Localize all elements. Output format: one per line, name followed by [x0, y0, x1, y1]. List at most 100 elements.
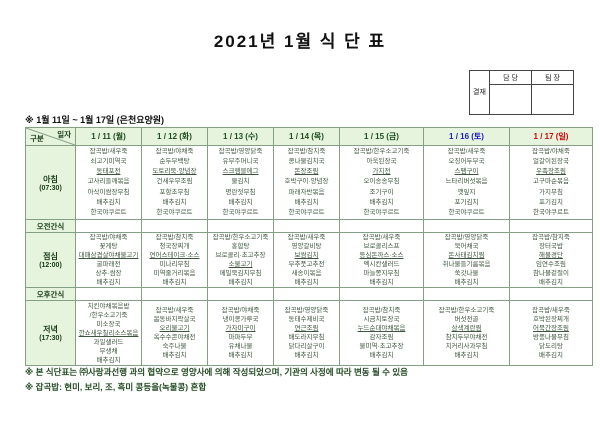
- menu-item: 배추김치: [294, 198, 319, 206]
- menu-item: 청국장찌개: [159, 243, 190, 250]
- menu-cell: [75, 219, 142, 233]
- menu-item: 파래자반볶음: [288, 188, 325, 196]
- menu-item: 잡곡밥/야채죽: [155, 147, 194, 155]
- menu-item: 미나리무침: [159, 261, 190, 268]
- menu-item: 잡곡밥/새우죽: [362, 234, 401, 241]
- menu-cell: 치킨야채볶음밥/한우소고기죽 미소장국 깐쇼새우칠리소스볶음 과일샐러드 무생채 배추김치: [75, 300, 142, 366]
- menu-item: 건새우무조림: [156, 178, 193, 186]
- menu-item: 배추김치: [369, 279, 394, 286]
- approval-stamp-label: 결재: [469, 70, 490, 115]
- row-label-dinner: 저녁 (17:30): [25, 300, 76, 366]
- menu-item: 우족장조림: [536, 168, 566, 176]
- menu-item: 배추김치: [162, 198, 187, 206]
- menu-cell: 잡곡밥/한우소고기죽 아욱된장국 가지전 오이송송무침 조기구이 배추김치 한국야쿠르트: [339, 145, 424, 220]
- menu-item: 물김치: [231, 178, 250, 186]
- menu-item: 미소장국: [96, 320, 121, 328]
- menu-item: 참치두부야채전: [445, 334, 488, 341]
- row-dinner: 저녁 (17:30) 치킨야채볶음밥/한우소고기죽 미소장국 깐쇼새우칠리소스볶음 과일샐…: [25, 300, 593, 366]
- menu-table-body: 아침 (07:30) 잡곡밥/새우죽 쇠고기미역국 동태포전 고사리들깨볶음 아삭이쌈장무침…: [25, 145, 593, 366]
- menu-item: 오징어두부국: [448, 157, 485, 165]
- menu-item: 상추·쌈장: [95, 270, 122, 277]
- menu-item: 호박구이·양념장: [284, 178, 329, 186]
- menu-item: 가지무침: [539, 188, 563, 196]
- menu-cell: 잡곡밥/영양닭죽 유부주머니국 스크램블에그 물김치 명란젓무침 배추김치 한국야쿠르트: [207, 145, 274, 220]
- menu-item: 잡곡밥/참치죽: [362, 307, 401, 314]
- menu-item: 숙주나물: [162, 343, 187, 350]
- row-lunch: 점심 (12:00) 잡곡밥/야채죽 꽃게탕 대패삼겹살야채불고기 굴파래전 상추·쌈장 배추…: [25, 232, 593, 288]
- menu-item: 배추김치: [162, 279, 187, 286]
- approval-sign-cell: [531, 84, 574, 115]
- menu-item: 배추김치: [294, 352, 319, 359]
- menu-item: 북어채국: [454, 243, 479, 250]
- menu-item: 배추김치: [228, 279, 253, 286]
- corner-label-date: 일자: [57, 130, 71, 139]
- footnote-1: ※ 본 식단표는 ㈜사랑과선행 과의 협약으로 영양사에 의해 작성되었으며, …: [25, 367, 408, 377]
- menu-item: 치커리사과무침: [445, 343, 488, 350]
- menu-item: 배추김치: [294, 279, 319, 286]
- menu-item: 임연수조림: [536, 261, 566, 268]
- approval-col-timjang: 팀 장: [531, 70, 574, 85]
- menu-item: 가지전: [372, 168, 391, 176]
- menu-item: 돈사태김치찜: [448, 252, 485, 259]
- diagonal-divider: [26, 128, 75, 145]
- menu-item: 버섯전골: [454, 316, 479, 323]
- row-label-afternoon-snack: 오후간식: [25, 287, 76, 301]
- period-note: ※ 1월 11일 ~ 1월 17일 (은천요양원): [25, 115, 165, 125]
- menu-item: 잡곡밥/새우죽: [89, 147, 128, 155]
- page-title: 2021년 1월 식 단 표: [213, 32, 387, 51]
- menu-item: 배추김치: [162, 352, 187, 359]
- menu-cell: 잡곡밥/새우죽 영양갈비탕 보쌈김치 부추풋고추전 새송이볶음 배추김치: [273, 232, 340, 288]
- menu-item: 깻잎지: [457, 188, 476, 196]
- menu-cell: [207, 219, 274, 233]
- menu-item: 옥수수콘야채전: [153, 334, 196, 341]
- menu-cell: [339, 287, 424, 301]
- row-label-lunch: 점심 (12:00): [25, 232, 76, 288]
- menu-item: 유채나물: [228, 343, 253, 350]
- menu-cell: 잡곡밥/참치죽 시금치토장국 누드순대야채볶음 감자조림 물미역·초고추장 배추김치: [339, 300, 424, 366]
- menu-item: 잡곡밥/영양닭죽: [444, 234, 489, 241]
- row-afternoon-snack: 오후간식: [25, 287, 593, 301]
- menu-item: 오리불고기: [159, 325, 190, 332]
- menu-item: 냉이콩가루국: [222, 316, 259, 323]
- menu-cell: 잡곡밥/참치죽 콩나물김치국 돈장조림 호박구이·양념장 파래자반볶음 배추김치 한국야쿠르…: [273, 145, 340, 220]
- menu-cell: 잡곡밥/영양닭죽 동태수제비국 연근조림 배도라지무침 닭다리살구이 배추김치: [273, 300, 340, 366]
- menu-cell: 잡곡밥/새우죽 봄동바지락살국 오리불고기 옥수수콘야채전 숙주나물 배추김치: [141, 300, 208, 366]
- menu-item: 잡곡밥/영양닭죽: [218, 147, 263, 155]
- menu-item: 포기김치: [454, 198, 479, 206]
- menu-item: 배추김치: [539, 279, 563, 286]
- menu-item: 장터국밥: [539, 243, 563, 250]
- menu-item: 배추김치: [369, 352, 394, 359]
- menu-item: 미역줄거리볶음: [153, 270, 196, 277]
- menu-item: 누드순대야채볶음: [357, 325, 406, 332]
- menu-item: 배추김치: [228, 352, 253, 359]
- menu-cell: [423, 219, 510, 233]
- menu-cell: 잡곡밥/야채죽 냉이콩가루국 가자미구이 마파두부 유채나물 배추김치: [207, 300, 274, 366]
- menu-item: 배추김치: [96, 198, 121, 206]
- menu-item: 잡곡밥/야채죽: [221, 307, 260, 314]
- menu-item: 잡곡밥/새우죽: [532, 307, 570, 314]
- date-header-7: 1 / 17 (일): [509, 127, 593, 146]
- menu-table: 일자 구분 1 / 11 (월) 1 / 12 (화) 1 / 13 (수) 1 / …: [25, 127, 593, 366]
- menu-item: 부추풋고추전: [288, 261, 325, 268]
- menu-item: /한우소고기죽: [89, 311, 128, 319]
- date-header-3: 1 / 13 (수): [207, 127, 274, 146]
- date-header-1: 1 / 11 (월): [75, 127, 142, 146]
- menu-cell: 잡곡밥/새우죽 쇠고기미역국 동태포전 고사리들깨볶음 아삭이쌈장무침 배추김치 한국야쿠르…: [75, 145, 142, 220]
- menu-item: 잡곡밥/새우죽: [155, 307, 194, 314]
- menu-item: 마늘쫑지무침: [363, 270, 400, 277]
- menu-item: 굴파래전: [96, 261, 121, 268]
- menu-item: 대패삼겹살야채불고기: [78, 252, 139, 259]
- menu-cell: [207, 287, 274, 301]
- menu-item: 영양갈비탕: [291, 243, 322, 250]
- menu-item: 쇠고기미역국: [90, 157, 127, 165]
- menu-item: 느타리버섯볶음: [445, 178, 488, 186]
- menu-item: 멕시칸샐러드: [363, 261, 400, 268]
- menu-item: 아욱된장국: [366, 157, 397, 165]
- menu-item: 치킨야채볶음밥: [87, 302, 130, 310]
- menu-item: 배추김치: [96, 356, 121, 364]
- menu-item: 오이송송무침: [363, 178, 400, 186]
- row-morning-snack: 오전간식: [25, 219, 593, 233]
- menu-item: 돈장조림: [294, 168, 319, 176]
- menu-item: 잡곡밥/한우소고기죽: [212, 234, 269, 241]
- menu-item: 포기김치: [539, 198, 563, 206]
